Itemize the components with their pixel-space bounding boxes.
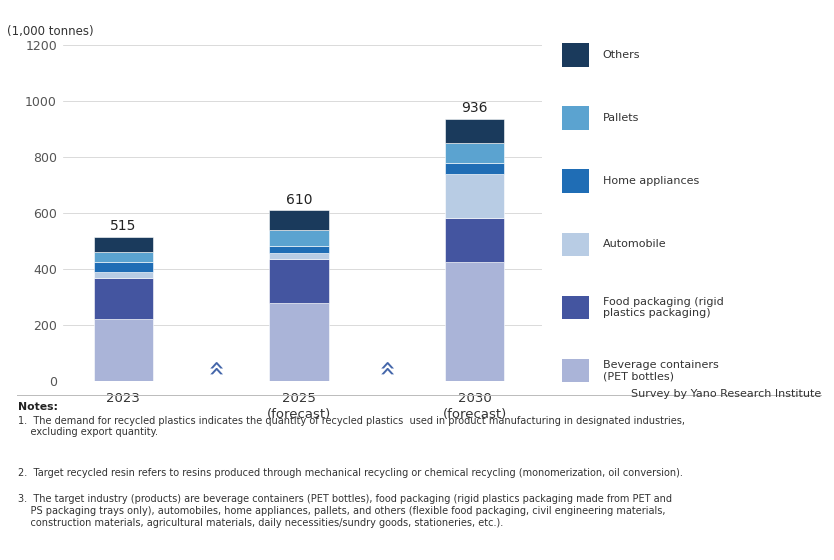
Bar <box>561 232 589 256</box>
Bar <box>269 253 329 259</box>
Text: 515: 515 <box>110 220 137 233</box>
Text: 3.  The target industry (products) are beverage containers (PET bottles), food p: 3. The target industry (products) are be… <box>18 494 672 528</box>
Bar <box>93 262 153 272</box>
Bar <box>269 210 329 230</box>
Bar <box>269 230 329 246</box>
Text: Pallets: Pallets <box>603 113 639 123</box>
Text: Automobile: Automobile <box>603 239 666 249</box>
Text: 610: 610 <box>286 193 312 207</box>
Text: (1,000 tonnes): (1,000 tonnes) <box>8 25 94 38</box>
Bar <box>93 319 153 381</box>
Bar <box>561 106 589 130</box>
Bar <box>93 272 153 278</box>
Text: Home appliances: Home appliances <box>603 176 699 186</box>
Bar <box>93 237 153 252</box>
Text: Others: Others <box>603 50 641 60</box>
Text: Notes:: Notes: <box>18 402 58 412</box>
Text: 1.  The demand for recycled plastics indicates the quantity of recycled plastics: 1. The demand for recycled plastics indi… <box>18 416 686 437</box>
Bar <box>445 143 505 163</box>
Text: »: » <box>373 357 401 374</box>
Bar <box>269 303 329 381</box>
Text: Survey by Yano Research Institute: Survey by Yano Research Institute <box>631 389 821 399</box>
Bar <box>561 170 589 193</box>
Text: Beverage containers
(PET bottles): Beverage containers (PET bottles) <box>603 360 719 381</box>
Text: »: » <box>201 357 229 374</box>
Bar <box>93 278 153 319</box>
Bar <box>445 262 505 381</box>
Bar <box>561 43 589 67</box>
Bar <box>269 245 329 253</box>
Bar <box>445 163 505 175</box>
Bar <box>269 259 329 303</box>
Bar <box>93 252 153 262</box>
Text: Food packaging (rigid
plastics packaging): Food packaging (rigid plastics packaging… <box>603 297 724 318</box>
Bar <box>445 175 505 218</box>
Bar <box>445 119 505 143</box>
Bar <box>561 359 589 382</box>
Text: 2.  Target recycled resin refers to resins produced through mechanical recycling: 2. Target recycled resin refers to resin… <box>18 468 683 478</box>
Bar <box>445 218 505 262</box>
Bar <box>561 296 589 319</box>
Text: 936: 936 <box>461 101 488 115</box>
